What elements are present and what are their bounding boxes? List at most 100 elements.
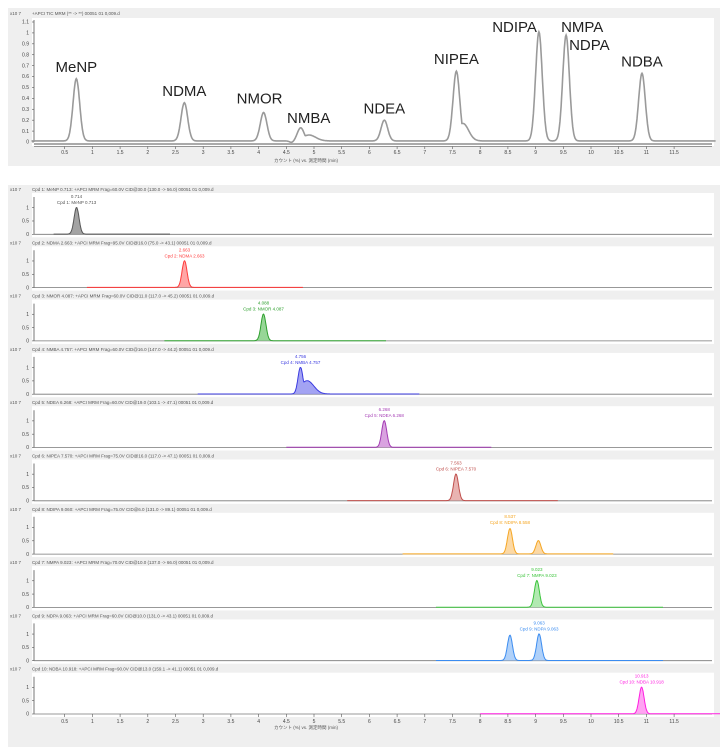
tic-y-tick-label: 0.6 — [22, 74, 29, 80]
peak-label-ndba: NDBA — [621, 53, 663, 70]
eic-y-tick-label: 0 — [26, 499, 29, 505]
tic-chart: x10 7 +APCI TIC MRM (** -> **) 00051 01 0… — [10, 11, 716, 164]
eic-y-tick-label: 0 — [26, 285, 29, 291]
tic-y-tick-label: 1.1 — [22, 20, 29, 26]
eic-trace — [53, 207, 170, 235]
eic-plot-area — [32, 406, 714, 451]
tic-y-tick-label: 0.1 — [22, 129, 29, 135]
eic-x-tick-label: 8.5 — [504, 719, 511, 725]
eic-cpd-label: Cpd 10: NDBA 10.918 — [619, 680, 664, 685]
eic-x-tick-label: 11 — [644, 719, 649, 725]
eic-peak-fill — [197, 367, 420, 395]
eic-cpd-label: Cpd 8: NDIPA 8.558 — [490, 520, 531, 525]
eic-y-tick-label: 0 — [26, 339, 29, 345]
eic-y-multiplier: x10 7 — [10, 347, 22, 352]
eic-x-tick-label: 10.5 — [614, 719, 624, 725]
eic-x-tick-label: 9.5 — [560, 719, 567, 725]
tic-y-tick-label: 0.4 — [22, 96, 29, 102]
eic-y-tick-label: 0.5 — [22, 379, 29, 385]
eic-plot-area — [32, 299, 714, 344]
eic-cpd-label: Cpd 7: NMPA 9.023 — [517, 573, 557, 578]
tic-y-tick-label: 0.2 — [22, 118, 29, 124]
eic-panel-10: x10 7 Cpd 10: NDBA 10.918: +APCI MRM Frag… — [10, 667, 726, 718]
peak-label-nipea: NIPEA — [434, 51, 479, 68]
eic-x-axis-label: カウント (%) vs. 測定時間 (min) — [274, 724, 338, 731]
eic-header: Cpd 2: NDMA 2.663: +APCI MRM Frag=95.0V … — [32, 240, 212, 245]
tic-x-tick-label: 10 — [588, 150, 594, 156]
eic-charts: x10 7 Cpd 1: MeNP 0.713: +APCI MRM Frag=6… — [10, 187, 726, 731]
eic-cpd-label: Cpd 3: NMOR 4.087 — [243, 307, 284, 312]
tic-y-tick-label: 0 — [26, 140, 29, 146]
peak-label-ndea: NDEA — [364, 100, 406, 117]
tic-title: +APCI TIC MRM (** -> **) 00051 01 0,009.… — [32, 11, 120, 16]
tic-x-tick-label: 10.5 — [614, 150, 624, 156]
eic-panel-6: x10 7 Cpd 6: NIPEA 7.570: +APCI MRM Frag=… — [10, 454, 714, 505]
eic-y-tick-label: 1 — [26, 365, 29, 371]
tic-y-multiplier: x10 7 — [10, 11, 22, 16]
peak-label-menp: MeNP — [55, 59, 97, 76]
eic-x-tick-label: 2.5 — [172, 719, 179, 725]
eic-panel-7: x10 7 Cpd 8: NDIPA 9.060: +APCI MRM Frag=… — [10, 507, 714, 558]
eic-apex-label: 4.088 — [258, 301, 270, 306]
tic-x-tick-label: 8 — [479, 150, 482, 156]
eic-trace — [435, 579, 663, 608]
tic-x-tick-label: 5 — [313, 150, 316, 156]
eic-apex-label: 6.268 — [379, 407, 391, 412]
eic-header: Cpd 1: MeNP 0.713: +APCI MRM Frag=60.0V … — [32, 187, 214, 192]
eic-apex-label: 10.913 — [635, 674, 649, 679]
eic-trace — [164, 313, 386, 342]
eic-y-tick-label: 1 — [26, 632, 29, 638]
eic-y-tick-label: 0.5 — [22, 219, 29, 225]
eic-plot-area — [32, 352, 714, 398]
eic-y-tick-label: 1 — [26, 312, 29, 318]
eic-y-multiplier: x10 7 — [10, 294, 22, 299]
eic-plot-area — [32, 566, 714, 611]
eic-trace — [480, 686, 726, 715]
tic-y-tick-label: 0.9 — [22, 42, 29, 48]
eic-header: Cpd 6: NIPEA 7.570: +APCI MRM Frag=75.0V… — [32, 454, 214, 459]
eic-y-tick-label: 0.5 — [22, 698, 29, 704]
tic-trace — [31, 29, 716, 144]
tic-x-tick-label: 7.5 — [449, 150, 456, 156]
eic-y-tick-label: 0.5 — [22, 432, 29, 438]
eic-trace — [197, 366, 420, 395]
tic-x-tick-label: 8.5 — [504, 150, 511, 156]
eic-y-tick-label: 0.5 — [22, 645, 29, 651]
eic-trace — [402, 527, 614, 555]
eic-x-tick-label: 4 — [257, 719, 260, 725]
eic-x-tick-label: 0.5 — [61, 719, 68, 725]
tic-x-tick-label: 9 — [534, 150, 537, 156]
eic-y-tick-label: 0.5 — [22, 538, 29, 544]
eic-panel-5: x10 7 Cpd 5: NDEA 6.268: +APCI MRM Frag=6… — [10, 400, 714, 451]
eic-header: Cpd 5: NDEA 6.268: +APCI MRM Frag=60.0V … — [32, 400, 214, 405]
eic-y-tick-label: 1 — [26, 419, 29, 425]
eic-apex-label: 2.663 — [179, 247, 191, 252]
peak-label-nmor: NMOR — [237, 91, 283, 108]
eic-y-tick-label: 0 — [26, 392, 29, 398]
tic-x-axis-label: カウント (%) vs. 測定時間 (min) — [274, 157, 338, 164]
tic-y-tick-label: 0.3 — [22, 107, 29, 113]
eic-y-tick-label: 0 — [26, 445, 29, 451]
eic-y-tick-label: 1 — [26, 205, 29, 211]
eic-plot-area — [32, 246, 714, 291]
peak-label-nmba: NMBA — [287, 110, 330, 127]
eic-header: Cpd 8: NDIPA 9.060: +APCI MRM Frag=75.0V… — [32, 507, 212, 512]
eic-trace — [435, 633, 663, 661]
tic-x-tick-label: 1 — [91, 150, 94, 156]
eic-x-tick-label: 2 — [146, 719, 149, 725]
peak-label-nmpa: NMPA — [561, 19, 603, 36]
eic-cpd-label: Cpd 2: NDMA 2.663 — [165, 253, 206, 258]
eic-x-tick-label: 1 — [91, 719, 94, 725]
eic-plot-area — [32, 193, 714, 238]
eic-y-multiplier: x10 7 — [10, 613, 22, 618]
tic-x-tick-label: 3.5 — [227, 150, 234, 156]
eic-panel-2: x10 7 Cpd 2: NDMA 2.663: +APCI MRM Frag=9… — [10, 240, 714, 291]
eic-x-tick-label: 3 — [202, 719, 205, 725]
eic-header: Cpd 9: NDPA 9.063: +APCI MRM Frag=60.0V … — [32, 613, 213, 618]
eic-panel-4: x10 7 Cpd 4: NMBA 4.757: +APCI MRM Frag=6… — [10, 347, 714, 398]
tic-x-tick-label: 6 — [368, 150, 371, 156]
eic-trace — [86, 260, 303, 288]
tic-y-tick-label: 0.7 — [22, 63, 29, 69]
eic-header: Cpd 3: NMOR 4.087: +APCI MRM Frag=60.0V … — [32, 294, 215, 299]
eic-y-tick-label: 0.5 — [22, 485, 29, 491]
